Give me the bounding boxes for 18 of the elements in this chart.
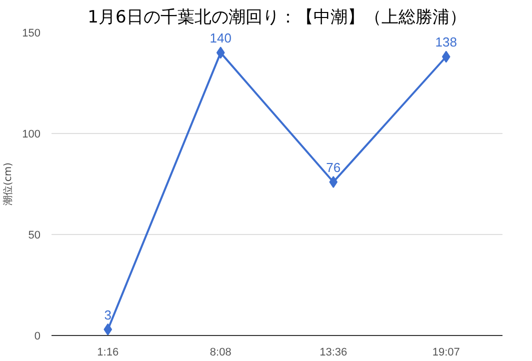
data-label: 140 xyxy=(210,30,232,46)
point xyxy=(104,323,112,336)
point xyxy=(442,50,450,63)
x-tick-label: 8:08 xyxy=(210,346,232,358)
y-tick-label: 150 xyxy=(22,28,41,40)
data-label: 138 xyxy=(435,34,457,50)
y-axis-title: 潮位(cm) xyxy=(2,162,14,206)
y-tick-label: 100 xyxy=(22,128,41,140)
x-tick-label: 13:36 xyxy=(320,346,348,358)
y-tick-label: 50 xyxy=(28,230,41,242)
x-tick-label: 1:16 xyxy=(97,346,119,358)
data-label: 3 xyxy=(104,307,112,322)
chart-title: 1月6日の千葉北の潮回り：【中潮】（上総勝浦） xyxy=(88,8,466,28)
y-tick-label: 0 xyxy=(34,330,41,342)
data-label: 76 xyxy=(326,160,341,175)
point xyxy=(216,46,225,59)
point xyxy=(329,176,338,188)
x-tick-label: 19:07 xyxy=(432,346,460,358)
